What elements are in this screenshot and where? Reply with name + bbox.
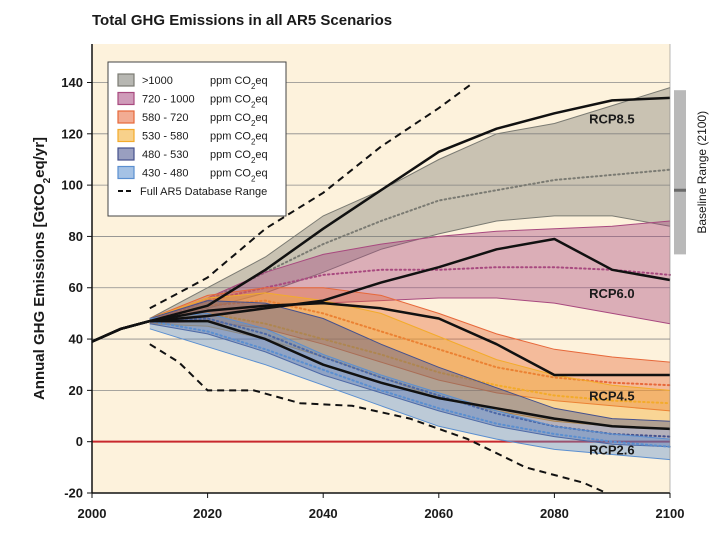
legend: >1000 ppm CO2eq 720 - 1000 ppm CO2eq 580 - 7… xyxy=(107,61,287,217)
band-upper-5 xyxy=(149,312,671,440)
y-tick-label: 0 xyxy=(76,434,83,449)
legend-label: 430 - 480 xyxy=(142,168,188,180)
baseline-range-label: Baseline Range (2100) xyxy=(695,111,709,234)
legend-label: 720 - 1000 xyxy=(142,94,195,106)
legend-label: 530 - 580 xyxy=(142,131,188,143)
band-upper-2 xyxy=(149,287,671,363)
y-tick-label: 40 xyxy=(69,332,83,347)
rcp-label-2: RCP4.5 xyxy=(589,389,635,404)
y-axis-label: Annual GHG Emissions [GtCO2eq/yr] xyxy=(31,137,53,400)
band-upper-4 xyxy=(149,300,671,422)
legend-label: >1000 xyxy=(142,75,173,87)
legend-swatch-2 xyxy=(117,110,135,124)
database-range-upper xyxy=(149,81,475,310)
plot-area: RCP8.5RCP6.0RCP4.5RCP2.6-200204060801001… xyxy=(61,44,709,521)
legend-swatch-1 xyxy=(117,91,135,106)
band-upper-1 xyxy=(149,220,671,319)
y-tick-label: 100 xyxy=(61,178,83,193)
y-tick-label: 20 xyxy=(69,383,83,398)
y-tick-label: 140 xyxy=(61,75,83,90)
band-lower-3 xyxy=(149,323,671,430)
x-tick-label: 2100 xyxy=(656,506,685,521)
band-4 xyxy=(149,300,671,447)
x-tick-label: 2060 xyxy=(424,506,453,521)
legend-swatch-3 xyxy=(117,128,135,143)
band-5 xyxy=(149,313,671,460)
band-median-1 xyxy=(148,266,671,323)
x-tick-label: 2080 xyxy=(540,506,569,521)
database-range-lower xyxy=(149,343,607,494)
legend-box xyxy=(107,61,287,217)
band-lower-0 xyxy=(149,215,671,325)
legend-swatch-0 xyxy=(117,73,135,87)
legend-unit: ppm CO2eq xyxy=(210,112,268,128)
band-lower-2 xyxy=(149,320,671,412)
x-tick-label: 2000 xyxy=(78,506,107,521)
chart-title: Total GHG Emissions in all AR5 Scenarios xyxy=(92,12,392,29)
legend-unit: ppm CO2eq xyxy=(210,131,268,147)
band-lower-4 xyxy=(149,323,671,448)
y-tick-label: 120 xyxy=(61,126,83,141)
legend-unit: ppm CO2eq xyxy=(210,75,268,91)
y-tick-label: -20 xyxy=(64,486,83,501)
legend-label: Full AR5 Database Range xyxy=(140,186,267,198)
y-axis-label-text: Annual GHG Emissions [GtCO2eq/yr] xyxy=(31,137,53,400)
x-tick-label: 2040 xyxy=(309,506,338,521)
band-median-5 xyxy=(148,320,671,448)
band-upper-0 xyxy=(149,87,671,319)
rcp-label-1: RCP6.0 xyxy=(589,286,635,301)
baseline-range-bar xyxy=(674,90,686,255)
band-lower-5 xyxy=(149,328,671,461)
legend-label: 480 - 530 xyxy=(142,149,188,161)
y-tick-label: 60 xyxy=(69,280,83,295)
legend-label: 580 - 720 xyxy=(142,112,188,124)
legend-unit: ppm CO2eq xyxy=(210,94,268,110)
rcp-line-3 xyxy=(91,319,671,431)
band-1 xyxy=(149,221,671,324)
band-median-3 xyxy=(148,312,671,405)
y-tick-label: 80 xyxy=(69,229,83,244)
band-2 xyxy=(149,287,671,411)
legend-swatch-5 xyxy=(117,165,135,180)
legend-unit: ppm CO2eq xyxy=(210,168,268,184)
rcp-label-0: RCP8.5 xyxy=(589,112,635,127)
legend-unit: ppm CO2eq xyxy=(210,149,268,165)
x-tick-label: 2020 xyxy=(193,506,222,521)
rcp-label-3: RCP2.6 xyxy=(589,443,635,458)
band-0 xyxy=(149,87,671,324)
band-upper-3 xyxy=(149,292,671,391)
legend-swatch-4 xyxy=(117,147,135,161)
